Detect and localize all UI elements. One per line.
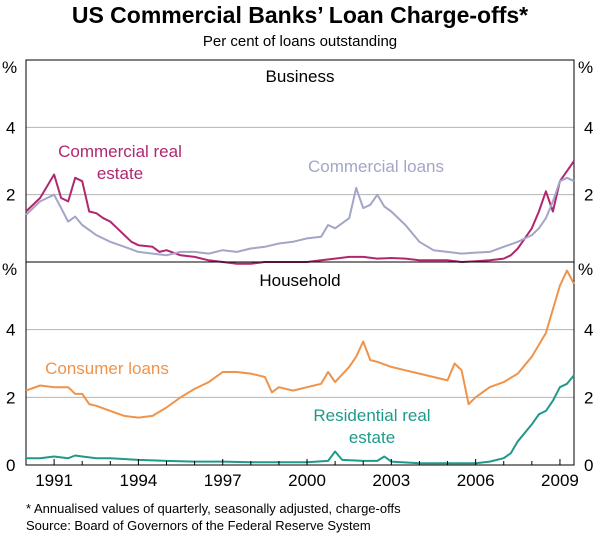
series-label-commercial-real-estate: estate bbox=[97, 164, 143, 183]
panel-household: 0 0 2 2 4 4% % Household Consumer loans Residenti… bbox=[2, 260, 593, 475]
y-tick-label-right: 4 bbox=[584, 321, 593, 340]
y-tick-label-right: 2 bbox=[584, 186, 593, 205]
y-tick-label-left: 2 bbox=[6, 186, 15, 205]
series-label-consumer-loans: Consumer loans bbox=[45, 359, 169, 378]
panel-frame bbox=[25, 59, 575, 263]
y-unit-right: % bbox=[578, 260, 593, 279]
panel-title-household: Household bbox=[259, 271, 340, 290]
panel-frame bbox=[25, 261, 575, 466]
y-tick-label-left: 2 bbox=[6, 388, 15, 407]
y-tick-label-left: 4 bbox=[6, 118, 15, 137]
panel-business: 2 2 4 4% % Business Commercial real estate Comme… bbox=[2, 58, 593, 265]
source-note: Source: Board of Governors of the Federa… bbox=[26, 518, 371, 533]
x-tick-label: 2006 bbox=[457, 471, 495, 490]
series-label-commercial-loans: Commercial loans bbox=[308, 157, 444, 176]
series-line-residential-real-estate bbox=[26, 374, 575, 465]
y-tick-label-right: 0 bbox=[584, 456, 593, 475]
y-tick-label-left: 4 bbox=[6, 321, 15, 340]
x-tick-label: 1994 bbox=[119, 471, 157, 490]
series-label-commercial-real-estate: Commercial real bbox=[58, 142, 182, 161]
y-unit-right: % bbox=[578, 58, 593, 77]
x-axis: 1991 1994 1997 2000 2003 2006 2009 bbox=[25, 459, 579, 490]
x-tick-label: 2009 bbox=[541, 471, 579, 490]
chart-title: US Commercial Banks’ Loan Charge-offs* bbox=[72, 2, 528, 28]
panel-title-business: Business bbox=[266, 67, 335, 86]
series-line-consumer-loans bbox=[25, 269, 575, 419]
y-tick-label-right: 2 bbox=[584, 388, 593, 407]
footnote: * Annualised values of quarterly, season… bbox=[26, 501, 401, 516]
series-label-residential-real-estate: Residential real bbox=[313, 406, 430, 425]
x-tick-label: 2000 bbox=[288, 471, 326, 490]
series-line-commercial-loans bbox=[25, 176, 575, 257]
y-unit-left: % bbox=[2, 58, 17, 77]
series-label-residential-real-estate: estate bbox=[349, 428, 395, 447]
y-unit-left: % bbox=[2, 260, 17, 279]
x-tick-label: 1997 bbox=[204, 471, 242, 490]
y-tick-label-left: 0 bbox=[6, 456, 15, 475]
y-tick-label-right: 4 bbox=[584, 118, 593, 137]
x-tick-label: 2003 bbox=[372, 471, 410, 490]
x-tick-label: 1991 bbox=[35, 471, 73, 490]
chart-subtitle: Per cent of loans outstanding bbox=[203, 33, 397, 50]
